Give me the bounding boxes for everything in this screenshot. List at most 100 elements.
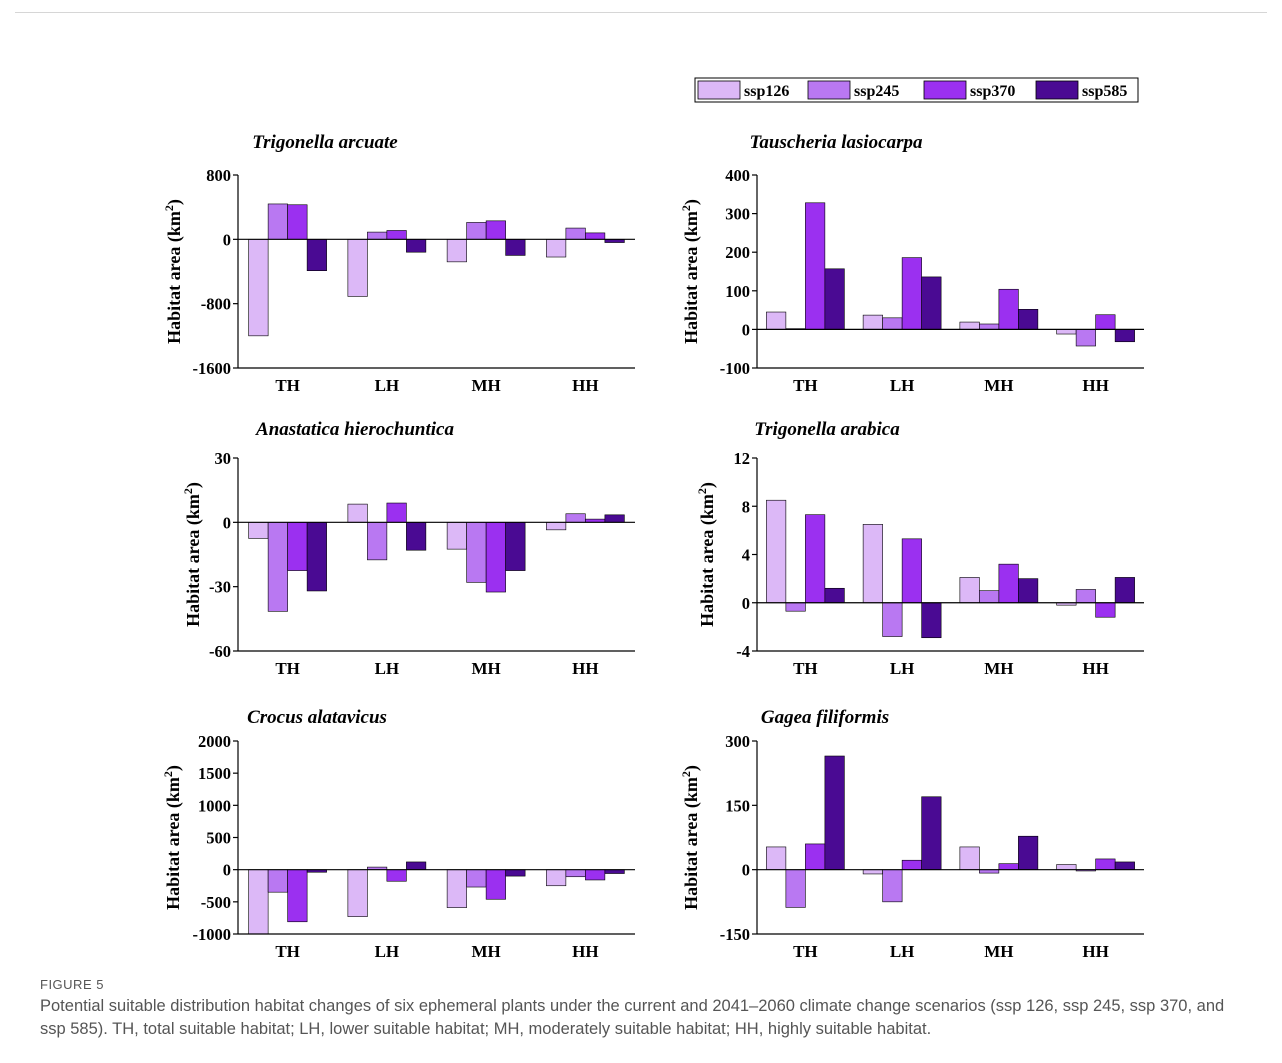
y-tick-label: 300 (725, 732, 750, 751)
x-tick-label: TH (275, 942, 300, 961)
bar-ssp585-MH (505, 522, 526, 571)
bar-ssp126-TH (248, 522, 269, 539)
figure-frame (15, 12, 1267, 1053)
bar-ssp245-LH (882, 317, 903, 330)
y-tick-label: -800 (201, 295, 231, 314)
y-tick-label: 100 (725, 282, 750, 301)
y-tick-label: 4 (742, 546, 750, 565)
bar-ssp585-MH (505, 869, 526, 877)
bar-ssp126-HH (546, 522, 567, 531)
bar-ssp126-TH (248, 869, 269, 935)
y-tick-label: 150 (725, 796, 750, 815)
y-tick-label: 0 (742, 861, 750, 880)
x-tick-label: LH (890, 376, 915, 395)
legend: ssp126 ssp245 ssp370 ssp585 (694, 77, 1139, 103)
bar-ssp126-LH (862, 524, 883, 604)
bar-ssp126-LH (347, 869, 368, 917)
bar-ssp370-TH (805, 843, 826, 870)
bar-ssp245-TH (267, 522, 288, 612)
chart-panel: Crocus alatavicus Habitat area (km2) TH LH M… (161, 707, 635, 961)
y-tick-label: -60 (209, 642, 231, 661)
chart-panel: Gagea filiformis Habitat area (km2) TH LH MH… (679, 707, 1144, 961)
bar-ssp370-MH (998, 863, 1019, 870)
y-tick-label: -1600 (193, 359, 232, 378)
bar-ssp245-LH (367, 522, 388, 561)
bar-ssp245-LH (367, 231, 388, 240)
bar-ssp585-HH (604, 514, 625, 523)
bar-ssp245-HH (565, 513, 586, 523)
bar-ssp585-LH (406, 861, 427, 870)
bar-ssp370-MH (485, 522, 506, 593)
bar-ssp126-TH (766, 311, 787, 330)
x-tick-label: LH (375, 659, 400, 678)
legend-label: ssp585 (1082, 83, 1127, 100)
y-tick-label: 2000 (198, 732, 231, 751)
bar-ssp585-MH (1018, 835, 1039, 870)
x-tick-label: TH (275, 659, 300, 678)
bar-ssp126-MH (959, 846, 980, 870)
x-tick-label: HH (572, 376, 598, 395)
x-tick-label: MH (984, 942, 1013, 961)
bar-ssp245-MH (979, 590, 1000, 604)
bar-ssp585-TH (306, 239, 327, 271)
bar-ssp370-HH (585, 232, 606, 240)
chart-title: Trigonella arcuate (252, 132, 398, 153)
bar-ssp245-MH (979, 323, 1000, 330)
bar-ssp370-HH (1095, 602, 1116, 618)
y-tick-label: -150 (720, 925, 750, 944)
bar-ssp370-LH (901, 859, 922, 870)
bar-ssp370-MH (485, 869, 506, 900)
bar-ssp585-TH (306, 522, 327, 592)
bar-ssp585-LH (406, 522, 427, 551)
bar-ssp370-HH (585, 869, 606, 881)
bar-ssp370-LH (901, 257, 922, 330)
chart-panel: Trigonella arabica Habitat area (km2) TH LH… (695, 419, 1144, 678)
bar-ssp585-HH (1114, 861, 1135, 870)
bar-ssp126-MH (446, 239, 467, 263)
legend-item: ssp126 (697, 80, 789, 100)
x-tick-label: LH (375, 942, 400, 961)
chart-panel: Anastatica hierochuntica Habitat area (km… (181, 419, 635, 678)
y-tick-label: 30 (215, 449, 232, 468)
bar-ssp245-LH (882, 869, 903, 903)
bar-ssp126-HH (546, 239, 567, 258)
x-tick-label: TH (793, 376, 818, 395)
y-axis-label: Habitat area (km2) (679, 199, 702, 344)
y-tick-label: 1000 (198, 796, 231, 815)
bar-ssp245-HH (1075, 589, 1096, 604)
chart-title: Anastatica hierochuntica (255, 419, 454, 440)
y-tick-label: -1000 (193, 925, 232, 944)
bar-ssp370-TH (287, 204, 308, 240)
y-tick-label: 8 (742, 497, 750, 516)
y-axis-label: Habitat area (km2) (679, 765, 702, 910)
y-tick-label: -4 (736, 642, 750, 661)
bar-ssp585-TH (824, 268, 845, 330)
y-tick-label: -30 (209, 578, 231, 597)
x-tick-label: LH (375, 376, 400, 395)
y-axis-label: Habitat area (km2) (161, 765, 184, 910)
x-tick-label: HH (1082, 659, 1108, 678)
bar-ssp126-MH (446, 522, 467, 550)
x-tick-label: HH (1082, 942, 1108, 961)
chart-title: Gagea filiformis (761, 707, 889, 728)
x-tick-label: LH (890, 659, 915, 678)
bar-ssp370-HH (1095, 858, 1116, 870)
y-tick-label: 0 (742, 320, 750, 339)
x-tick-label: MH (984, 659, 1013, 678)
bar-ssp585-HH (1114, 577, 1135, 604)
y-axis-label: Habitat area (km2) (181, 482, 204, 627)
bar-ssp585-TH (824, 755, 845, 870)
legend-swatch (923, 80, 967, 100)
x-tick-label: HH (1082, 376, 1108, 395)
bar-ssp245-TH (785, 602, 806, 612)
bar-ssp126-TH (766, 499, 787, 604)
bar-ssp585-TH (824, 587, 845, 604)
bar-ssp585-HH (1114, 329, 1135, 343)
bar-ssp245-MH (466, 522, 487, 583)
y-tick-label: 12 (734, 449, 751, 468)
y-tick-label: 400 (725, 166, 750, 185)
legend-box (694, 77, 1139, 103)
figure-label: FIGURE 5 (40, 977, 104, 992)
x-tick-label: HH (572, 942, 598, 961)
